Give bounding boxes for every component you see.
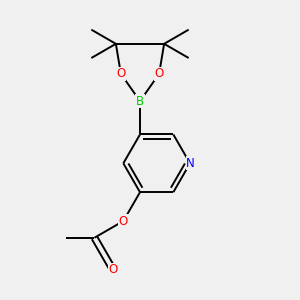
Text: O: O (108, 263, 117, 276)
Text: O: O (154, 67, 164, 80)
Text: B: B (136, 94, 144, 108)
Text: N: N (186, 157, 195, 170)
Text: O: O (119, 214, 128, 228)
Text: O: O (116, 67, 125, 80)
